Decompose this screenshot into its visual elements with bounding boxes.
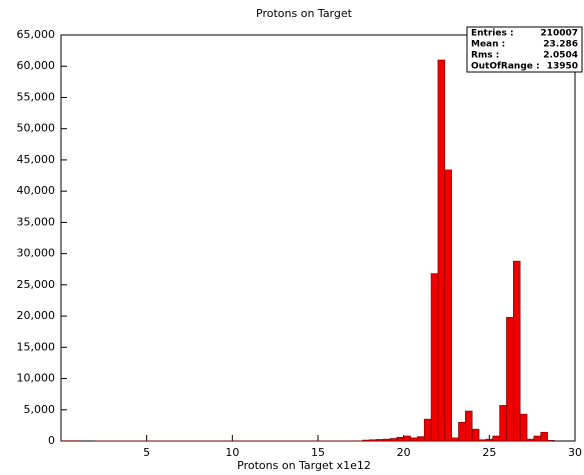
stat-label: Rms : (471, 51, 499, 61)
bar (485, 438, 494, 442)
stat-label: OutOfRange : (471, 62, 540, 72)
bar (369, 439, 377, 442)
bar (526, 438, 535, 442)
stat-value: 210007 (540, 29, 578, 39)
chart-title: Protons on Target (256, 7, 353, 20)
bar (444, 169, 452, 442)
bar (471, 428, 480, 442)
bar (540, 431, 548, 442)
y-tick-label: 55,000 (17, 90, 56, 103)
x-tick-label: 15 (311, 446, 325, 459)
bar (492, 435, 500, 442)
bar (547, 440, 555, 442)
bar (389, 438, 398, 442)
x-tick-label: 30 (568, 446, 582, 459)
y-tick-label: 45,000 (17, 153, 56, 166)
bar (362, 439, 370, 442)
y-tick-label: 30,000 (17, 247, 56, 260)
x-tick-label: 10 (225, 446, 239, 459)
bar (396, 436, 404, 442)
bar (465, 410, 473, 442)
bar (382, 438, 391, 442)
bar (410, 437, 418, 442)
x-tick-label: 20 (397, 446, 411, 459)
y-tick-label: 65,000 (17, 28, 56, 41)
bar (403, 435, 411, 442)
y-tick-label: 20,000 (17, 309, 56, 322)
y-tick-label: 10,000 (17, 372, 56, 385)
bar (506, 317, 514, 442)
y-tick-label: 15,000 (17, 340, 56, 353)
y-tick-label: 0 (48, 434, 55, 447)
y-tick-label: 50,000 (17, 122, 56, 135)
plot-frame (60, 34, 576, 442)
bar (458, 421, 466, 442)
x-tick-label: 5 (143, 446, 150, 459)
stat-value: 13950 (547, 62, 578, 72)
bar (375, 439, 384, 442)
stat-value: 23.286 (543, 40, 578, 50)
stats-box (466, 26, 583, 73)
y-tick-label: 40,000 (17, 184, 56, 197)
x-tick-label: 25 (482, 446, 496, 459)
bar (513, 260, 521, 442)
y-tick-label: 60,000 (17, 59, 56, 72)
stat-label: Mean : (471, 40, 505, 50)
bar (437, 59, 446, 442)
y-tick-label: 25,000 (17, 278, 56, 291)
stat-value: 2.0504 (543, 51, 578, 61)
bar (423, 418, 432, 442)
bar (430, 273, 439, 442)
bar (451, 437, 459, 442)
stat-label: Entries : (471, 29, 514, 39)
bar (533, 435, 542, 442)
bar (417, 436, 425, 442)
bar (499, 405, 507, 442)
x-axis-label: Protons on Target x1e12 (237, 459, 371, 472)
bar (519, 413, 528, 442)
y-tick-label: 35,000 (17, 215, 56, 228)
y-tick-label: 5,000 (24, 403, 56, 416)
bar (478, 439, 487, 442)
